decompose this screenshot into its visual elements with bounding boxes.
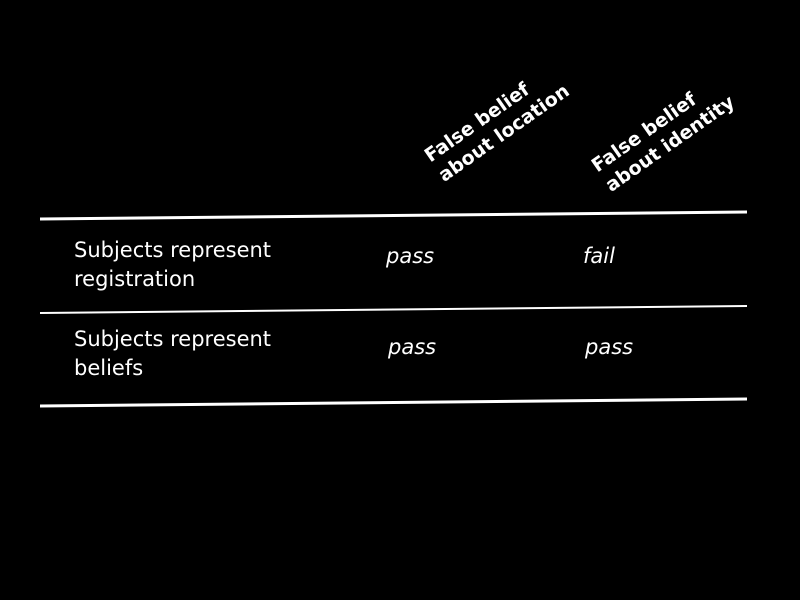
row-label-registration-line1: Subjects represent — [74, 238, 272, 262]
cell-beliefs-identity: pass — [585, 335, 634, 359]
row-label-registration-line2: registration — [74, 267, 196, 291]
cell-registration-identity: fail — [583, 244, 615, 268]
middle-rule — [39, 305, 748, 314]
row-label-beliefs: Subjects represent beliefs — [74, 325, 271, 383]
bottom-rule — [39, 397, 748, 408]
row-label-beliefs-line1: Subjects represent — [74, 327, 272, 351]
cell-registration-location: pass — [386, 244, 435, 268]
row-label-registration: Subjects represent registration — [74, 236, 271, 294]
top-rule — [39, 210, 748, 221]
row-label-beliefs-line2: beliefs — [74, 356, 144, 380]
cell-beliefs-location: pass — [388, 335, 437, 359]
